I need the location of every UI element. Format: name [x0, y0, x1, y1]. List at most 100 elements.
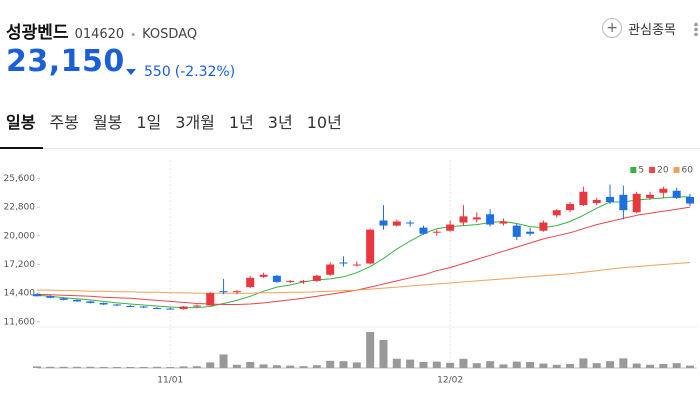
- x-tick-label: 12/02: [437, 376, 463, 386]
- change-percent: (-2.32%): [174, 64, 236, 80]
- volume-bar: [179, 366, 188, 368]
- candle-body: [499, 221, 508, 224]
- y-tick-label: 20,000: [4, 231, 36, 241]
- candle-body: [459, 216, 468, 223]
- volume-bar: [326, 360, 335, 368]
- candle-body: [552, 210, 561, 216]
- volume-bar: [512, 361, 521, 368]
- volume-bar: [126, 367, 135, 368]
- legend-label: 20: [657, 166, 669, 176]
- candle-body: [299, 280, 308, 282]
- candle-body: [33, 294, 41, 297]
- period-tab[interactable]: 일봉: [0, 108, 44, 149]
- legend-swatch: [630, 167, 637, 173]
- volume-bar: [632, 363, 641, 368]
- y-tick-label: 22,800: [4, 203, 36, 213]
- candle-body: [166, 308, 175, 310]
- volume-bar: [472, 363, 481, 368]
- volume-bar: [486, 361, 495, 368]
- moving-average-line: [36, 196, 690, 309]
- legend-label: 60: [682, 166, 694, 176]
- candle-body: [592, 199, 601, 204]
- legend-label: 5: [638, 166, 644, 176]
- volume-bar: [499, 364, 508, 368]
- volume-bar: [352, 362, 361, 368]
- volume-bar: [46, 366, 55, 368]
- favorite-button[interactable]: + 관심종목: [602, 18, 676, 38]
- volume-bar: [619, 358, 628, 368]
- volume-bar: [552, 364, 561, 368]
- candle-body: [206, 293, 215, 306]
- candle-body: [512, 225, 521, 237]
- more-menu[interactable]: [694, 22, 698, 36]
- period-tab[interactable]: 1일: [136, 113, 162, 132]
- x-tick-label: 11/01: [157, 376, 183, 386]
- candle-body: [59, 298, 68, 300]
- candle-body: [646, 194, 655, 198]
- volume-bar: [286, 365, 295, 368]
- y-tick-label: 17,200: [4, 260, 36, 270]
- candle-body: [312, 275, 321, 281]
- volume-bar: [446, 362, 455, 368]
- volume-bar: [59, 366, 68, 368]
- y-tick-label: 14,400: [4, 289, 36, 299]
- candle-body: [606, 196, 615, 203]
- candle-body: [379, 220, 388, 226]
- candle-body: [152, 308, 161, 310]
- legend-swatch: [649, 167, 656, 173]
- volume-bar: [72, 366, 81, 368]
- period-tabs: 일봉 주봉 월봉 1일 3개월 1년 3년 10년: [0, 108, 700, 149]
- plus-icon: +: [602, 18, 623, 38]
- separator: •: [130, 30, 137, 41]
- volume-bar: [192, 366, 201, 368]
- moving-average-line: [37, 262, 691, 294]
- candle-body: [579, 191, 588, 206]
- volume-bar: [459, 358, 468, 368]
- candle-body: [126, 306, 135, 308]
- volume-bar: [246, 362, 255, 368]
- volume-bar: [672, 363, 681, 368]
- volume-bar: [312, 365, 321, 368]
- price-change: 550 (-2.32%): [126, 64, 235, 80]
- candle-body: [539, 222, 548, 231]
- candle-body: [246, 277, 255, 288]
- volume-bar: [366, 332, 375, 368]
- volume-bar: [659, 364, 668, 368]
- volume-bar: [419, 362, 428, 368]
- candle-body: [472, 217, 481, 220]
- period-tab[interactable]: 1년: [228, 113, 254, 132]
- current-price: 23,150: [6, 44, 125, 79]
- volume-bar: [539, 363, 548, 368]
- candle-body: [566, 204, 575, 211]
- volume-bar: [646, 364, 655, 368]
- moving-average-line: [36, 206, 691, 305]
- period-tab[interactable]: 월봉: [92, 113, 123, 132]
- candle-body: [446, 224, 455, 231]
- volume-bar: [99, 367, 108, 368]
- stock-name: 성광벤드: [6, 23, 69, 43]
- volume-bar: [206, 362, 215, 368]
- volume-bar: [686, 365, 694, 368]
- volume-bar: [592, 363, 601, 368]
- volume-bar: [112, 367, 121, 368]
- candle-body: [366, 229, 375, 264]
- volume-bar: [299, 366, 308, 368]
- period-tab[interactable]: 3년: [267, 113, 293, 132]
- candle-body: [419, 227, 428, 234]
- candle-body: [352, 264, 361, 266]
- candle-body: [286, 280, 295, 282]
- chart: 11,600 14,400 17,200 20,000 22,800 25,600 11/0…: [4, 160, 697, 386]
- candle-body: [99, 302, 108, 305]
- period-tab[interactable]: 주봉: [49, 113, 79, 132]
- candle-body: [219, 291, 228, 293]
- change-amount: 550: [144, 64, 171, 80]
- volume-bar: [272, 365, 281, 368]
- volume-bar: [219, 354, 228, 368]
- candle-body: [259, 274, 268, 277]
- stock-code: 014620: [74, 27, 125, 42]
- volume-bar: [606, 361, 615, 368]
- candle-body: [192, 305, 201, 307]
- period-tab[interactable]: 3개월: [175, 113, 215, 132]
- period-tab[interactable]: 10년: [306, 113, 342, 132]
